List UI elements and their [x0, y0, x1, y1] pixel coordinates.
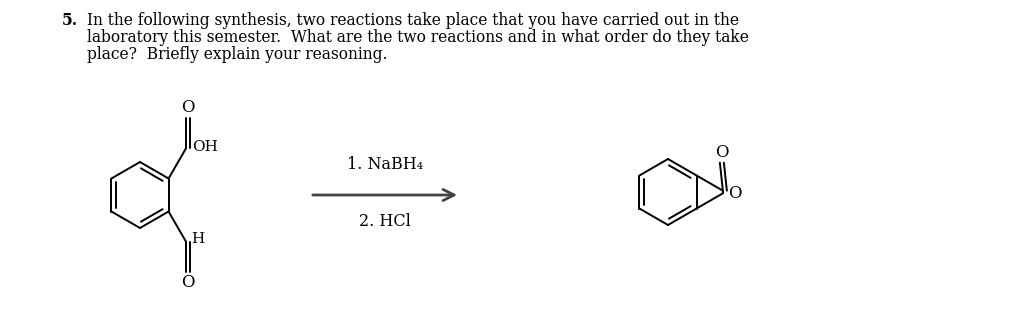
Text: O: O — [181, 274, 195, 291]
Text: O: O — [728, 185, 741, 202]
Text: laboratory this semester.  What are the two reactions and in what order do they : laboratory this semester. What are the t… — [87, 29, 749, 46]
Text: H: H — [191, 232, 205, 246]
Text: 2. HCl: 2. HCl — [359, 213, 411, 230]
Text: place?  Briefly explain your reasoning.: place? Briefly explain your reasoning. — [87, 46, 387, 63]
Text: OH: OH — [193, 140, 218, 154]
Text: O: O — [181, 99, 195, 116]
Text: In the following synthesis, two reactions take place that you have carried out i: In the following synthesis, two reaction… — [87, 12, 739, 29]
Text: O: O — [715, 144, 729, 161]
Text: 5.: 5. — [62, 12, 78, 29]
Text: 1. NaBH₄: 1. NaBH₄ — [347, 156, 423, 173]
